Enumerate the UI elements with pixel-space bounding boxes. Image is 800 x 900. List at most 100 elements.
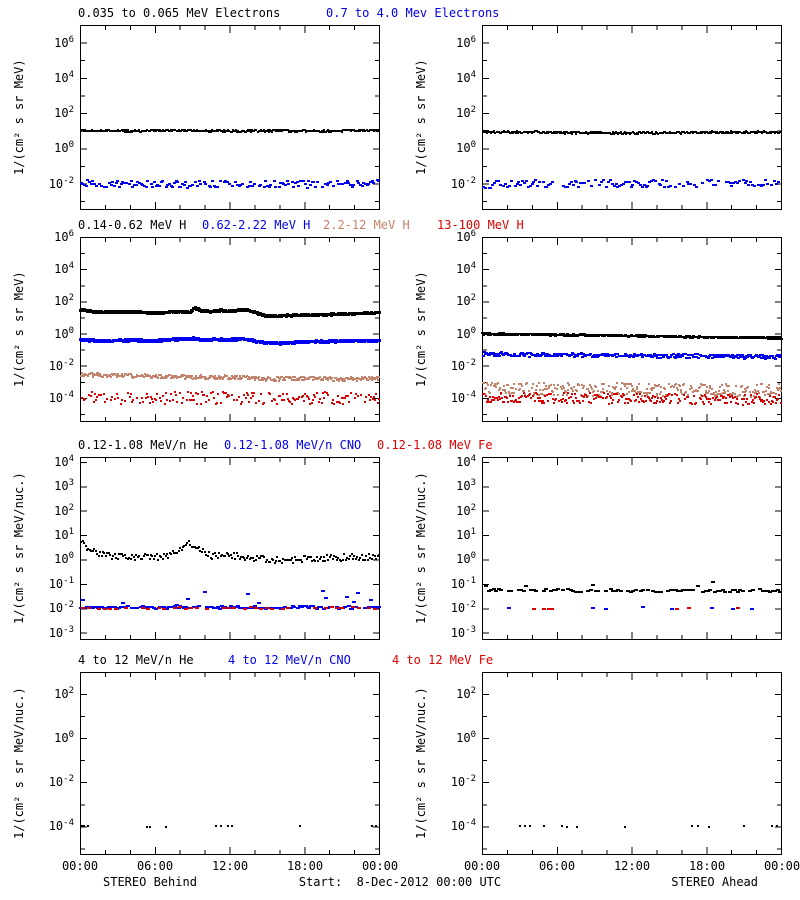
y-tick-label: 104	[456, 69, 476, 85]
axis-ticks	[482, 237, 782, 421]
y-tick-label: 102	[456, 686, 476, 702]
y-tick-label: 100	[456, 140, 476, 156]
axis-ticks	[80, 672, 380, 854]
y-axis-title: 1/(cm² s sr MeV/nuc.)	[12, 687, 26, 840]
series-h-13-100-behind	[81, 391, 380, 405]
x-tick-label: 00:00	[463, 859, 501, 873]
series-h-2.2-12-behind	[80, 372, 380, 382]
series-electrons-0.035-0.065-ahead	[482, 130, 782, 135]
y-axis-title: 1/(cm² s sr MeV)	[414, 271, 428, 388]
y-tick-label: 106	[54, 34, 74, 50]
chart-panel-r2-c0-behind	[79, 457, 381, 640]
y-tick-label: 100	[456, 551, 476, 567]
series-he-4-12-behind	[81, 825, 377, 828]
y-tick-label: 10-2	[48, 774, 74, 790]
panel-title-black: 0.12-1.08 MeV/n He	[78, 438, 209, 452]
series-h-0.62-2.22-behind	[79, 336, 381, 346]
y-tick-label: 106	[54, 229, 74, 244]
series-h-13-100-ahead	[482, 392, 782, 406]
x-tick-label: 12:00	[613, 859, 651, 873]
x-tick-label: 06:00	[538, 859, 576, 873]
y-tick-label: 100	[54, 325, 74, 341]
axis-ticks	[80, 25, 380, 209]
y-tick-label: 10-2	[48, 357, 74, 373]
chart-panel-r3-c1-ahead	[482, 672, 782, 855]
x-tick-label: 00:00	[361, 859, 399, 873]
y-axis-title: 1/(cm² s sr MeV/nuc.)	[414, 687, 428, 840]
panel-title-blue: 4 to 12 MeV/n CNO	[228, 653, 351, 667]
series-h-0.14-0.62-ahead	[481, 332, 783, 340]
x-tick-label: 12:00	[211, 859, 249, 873]
y-tick-label: 10-2	[48, 175, 74, 191]
y-tick-label: 102	[54, 686, 74, 702]
chart-panel-r0-c1-ahead	[482, 25, 782, 210]
x-tick-label: 00:00	[763, 859, 800, 873]
panel-title-tan: 2.2-12 MeV H	[323, 218, 410, 232]
y-tick-label: 10-4	[450, 818, 476, 834]
y-tick-label: 104	[54, 453, 74, 469]
footer-spacecraft-behind: STEREO Behind	[103, 875, 197, 889]
chart-panel-r1-c0-behind	[79, 237, 381, 422]
y-tick-label: 102	[456, 105, 476, 121]
series-he-0.12-1.08-behind	[80, 540, 380, 564]
plot-border	[482, 25, 782, 210]
series-electrons-0.7-4.0-behind	[80, 179, 380, 189]
chart-panel-r3-c0-behind	[80, 672, 380, 855]
plot-border	[482, 237, 782, 422]
y-tick-label: 100	[54, 730, 74, 746]
plot-border	[80, 457, 380, 640]
y-tick-label: 10-1	[450, 575, 476, 591]
y-tick-label: 102	[456, 293, 476, 309]
panel-title-blue: 0.7 to 4.0 Mev Electrons	[326, 6, 500, 20]
panel-title-blue: 0.12-1.08 MeV/n CNO	[224, 438, 362, 452]
chart-panel-r0-c0-behind	[80, 25, 380, 210]
y-tick-label: 102	[456, 502, 476, 518]
panel-title-black: 0.035 to 0.065 MeV Electrons	[78, 6, 281, 20]
x-tick-label: 18:00	[688, 859, 726, 873]
y-tick-label: 10-1	[48, 575, 74, 591]
y-tick-label: 106	[456, 229, 476, 244]
series-fe-0.12-1.08-ahead	[532, 607, 740, 610]
y-tick-label: 101	[456, 527, 476, 543]
y-tick-label: 10-3	[450, 624, 476, 640]
series-electrons-0.7-4.0-ahead	[482, 179, 780, 189]
series-cno-0.12-1.08-ahead	[507, 606, 754, 610]
y-axis-title: 1/(cm² s sr MeV)	[414, 59, 428, 176]
series-h-0.62-2.22-ahead	[482, 351, 782, 360]
y-tick-label: 102	[54, 293, 74, 309]
chart-panel-r1-c1-ahead	[481, 237, 783, 422]
panel-title-red: 4 to 12 MeV Fe	[392, 653, 494, 667]
chart-panel-r2-c1-ahead	[482, 457, 782, 640]
plot-border	[80, 672, 380, 855]
y-tick-label: 100	[456, 325, 476, 341]
y-tick-label: 104	[456, 453, 476, 469]
y-axis-title: 1/(cm² s sr MeV/nuc.)	[12, 472, 26, 625]
y-axis-title: 1/(cm² s sr MeV)	[12, 271, 26, 388]
series-electrons-0.035-0.065-behind	[80, 129, 380, 133]
panel-title-red: 0.12-1.08 MeV Fe	[377, 438, 493, 452]
y-tick-label: 10-4	[48, 389, 74, 405]
plot-border	[80, 237, 380, 422]
series-h-0.14-0.62-behind	[79, 306, 381, 318]
footer-spacecraft-ahead: STEREO Ahead	[671, 875, 758, 889]
axis-ticks	[80, 237, 380, 421]
y-tick-label: 10-2	[450, 357, 476, 373]
y-tick-label: 106	[456, 34, 476, 50]
y-tick-label: 10-2	[450, 600, 476, 616]
y-tick-label: 10-4	[48, 818, 74, 834]
y-tick-label: 10-2	[450, 774, 476, 790]
series-fe-0.12-1.08-behind	[81, 606, 377, 610]
y-tick-label: 104	[456, 261, 476, 277]
y-tick-label: 100	[54, 140, 74, 156]
y-tick-label: 10-4	[450, 389, 476, 405]
y-tick-label: 10-2	[450, 175, 476, 191]
axis-ticks	[482, 25, 782, 209]
x-tick-label: 00:00	[61, 859, 99, 873]
y-tick-label: 101	[54, 527, 74, 543]
series-he-4-12-ahead	[519, 825, 778, 828]
y-tick-label: 104	[54, 69, 74, 85]
y-tick-label: 103	[456, 478, 476, 494]
y-axis-title: 1/(cm² s sr MeV)	[12, 59, 26, 176]
panel-title-blue: 0.62-2.22 MeV H	[202, 218, 311, 232]
y-tick-label: 103	[54, 478, 74, 494]
